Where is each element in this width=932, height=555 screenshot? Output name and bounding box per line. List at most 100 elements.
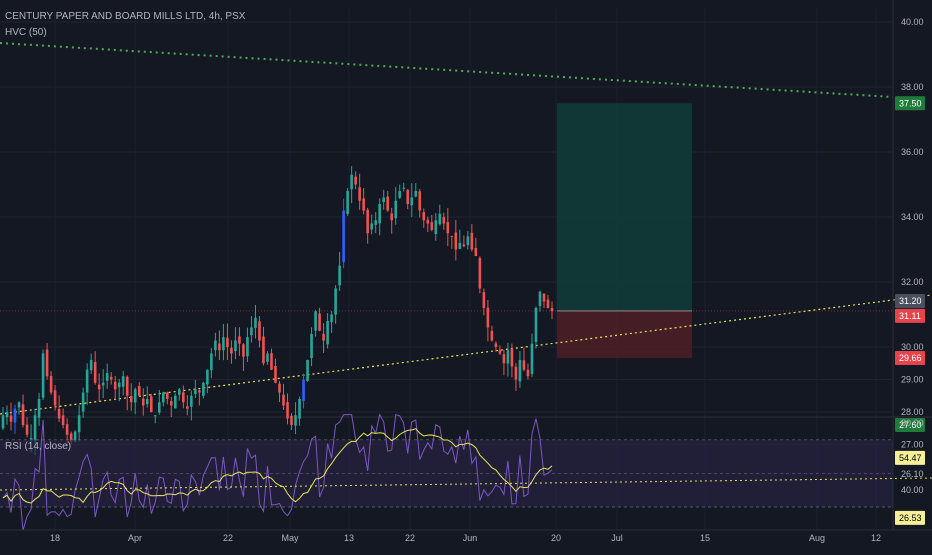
candle[interactable] <box>310 327 313 367</box>
candle[interactable] <box>498 345 502 355</box>
upper-trendline[interactable] <box>0 42 894 98</box>
candle[interactable] <box>410 183 414 218</box>
last-price-tag[interactable]: 31.11 <box>895 308 925 323</box>
candle[interactable] <box>186 395 189 416</box>
candle[interactable] <box>218 330 221 360</box>
candle[interactable] <box>346 187 349 216</box>
candle[interactable] <box>538 290 542 312</box>
candle[interactable] <box>21 394 25 428</box>
candle[interactable] <box>57 395 61 422</box>
candle[interactable] <box>89 353 93 375</box>
rsi-label[interactable]: RSI (14, close) <box>5 441 72 452</box>
candle[interactable] <box>522 347 526 372</box>
candle[interactable] <box>502 349 506 376</box>
stop-zone[interactable] <box>557 310 692 359</box>
candle[interactable] <box>262 326 265 366</box>
candle[interactable] <box>382 189 385 210</box>
candle[interactable] <box>438 204 442 226</box>
candle[interactable] <box>446 208 450 247</box>
candle[interactable] <box>394 187 398 225</box>
candle[interactable] <box>422 208 426 228</box>
candle[interactable] <box>202 381 205 399</box>
candle[interactable] <box>45 343 49 380</box>
candle[interactable] <box>226 323 229 360</box>
candle[interactable] <box>374 212 377 234</box>
candle[interactable] <box>174 393 177 409</box>
candle[interactable] <box>526 363 530 380</box>
candle[interactable] <box>478 256 482 294</box>
candle[interactable] <box>294 402 297 434</box>
candle[interactable] <box>414 183 418 198</box>
candle[interactable] <box>506 342 510 377</box>
candle[interactable] <box>230 340 233 364</box>
candle[interactable] <box>278 380 281 403</box>
candle[interactable] <box>53 385 57 411</box>
candle[interactable] <box>474 237 478 257</box>
candle[interactable] <box>117 378 121 402</box>
symbol-title[interactable]: CENTURY PAPER AND BOARD MILLS LTD, 4h, P… <box>5 11 246 22</box>
candle[interactable] <box>362 188 365 215</box>
candle[interactable] <box>153 414 157 424</box>
candle[interactable] <box>378 198 381 236</box>
candle[interactable] <box>133 387 137 415</box>
candle[interactable] <box>298 396 301 426</box>
candle[interactable] <box>266 351 269 365</box>
candle[interactable] <box>494 341 498 352</box>
prev-close-tag[interactable]: 31.20 <box>895 294 925 308</box>
candle[interactable] <box>105 363 109 389</box>
candle[interactable] <box>442 212 446 230</box>
candle[interactable] <box>454 220 458 261</box>
candle[interactable] <box>85 363 89 405</box>
candle[interactable] <box>330 311 333 333</box>
candle[interactable] <box>326 313 329 349</box>
indicator-label[interactable]: HVC (50) <box>5 27 47 38</box>
candle[interactable] <box>234 327 237 360</box>
candle[interactable] <box>206 369 209 394</box>
candle[interactable] <box>290 413 293 431</box>
candle[interactable] <box>9 402 13 431</box>
candle[interactable] <box>242 343 245 371</box>
candle[interactable] <box>306 359 309 382</box>
rsi-ma-line[interactable] <box>2 428 553 504</box>
candle[interactable] <box>390 207 394 234</box>
candle[interactable] <box>77 405 81 442</box>
candle[interactable] <box>137 382 141 397</box>
candle[interactable] <box>458 229 462 250</box>
candle[interactable] <box>182 385 185 409</box>
candle[interactable] <box>466 231 470 250</box>
candle[interactable] <box>258 315 261 348</box>
candle[interactable] <box>486 300 490 342</box>
candle[interactable] <box>198 389 201 406</box>
candle[interactable] <box>41 349 45 401</box>
candle[interactable] <box>302 373 305 409</box>
candle[interactable] <box>450 235 454 249</box>
candle[interactable] <box>246 327 249 363</box>
candle[interactable] <box>490 325 494 342</box>
candle[interactable] <box>61 408 65 429</box>
candle[interactable] <box>165 391 169 405</box>
candle[interactable] <box>282 383 285 410</box>
candle[interactable] <box>25 417 29 438</box>
candle[interactable] <box>97 373 101 402</box>
candle[interactable] <box>149 393 153 413</box>
candle[interactable] <box>49 371 53 395</box>
candle[interactable] <box>238 327 241 356</box>
candle[interactable] <box>81 387 85 418</box>
candle[interactable] <box>338 251 341 291</box>
candle[interactable] <box>354 171 357 190</box>
candle[interactable] <box>113 376 117 400</box>
lower-trendline[interactable] <box>0 294 932 415</box>
candle[interactable] <box>17 401 21 415</box>
candle[interactable] <box>386 190 390 212</box>
candle[interactable] <box>145 386 149 408</box>
candle[interactable] <box>125 375 129 411</box>
candle[interactable] <box>129 383 133 411</box>
candle[interactable] <box>510 343 514 378</box>
candle[interactable] <box>190 390 193 421</box>
target-zone[interactable] <box>557 103 692 311</box>
candle[interactable] <box>366 207 369 244</box>
candle[interactable] <box>101 369 105 399</box>
candle[interactable] <box>274 358 277 384</box>
